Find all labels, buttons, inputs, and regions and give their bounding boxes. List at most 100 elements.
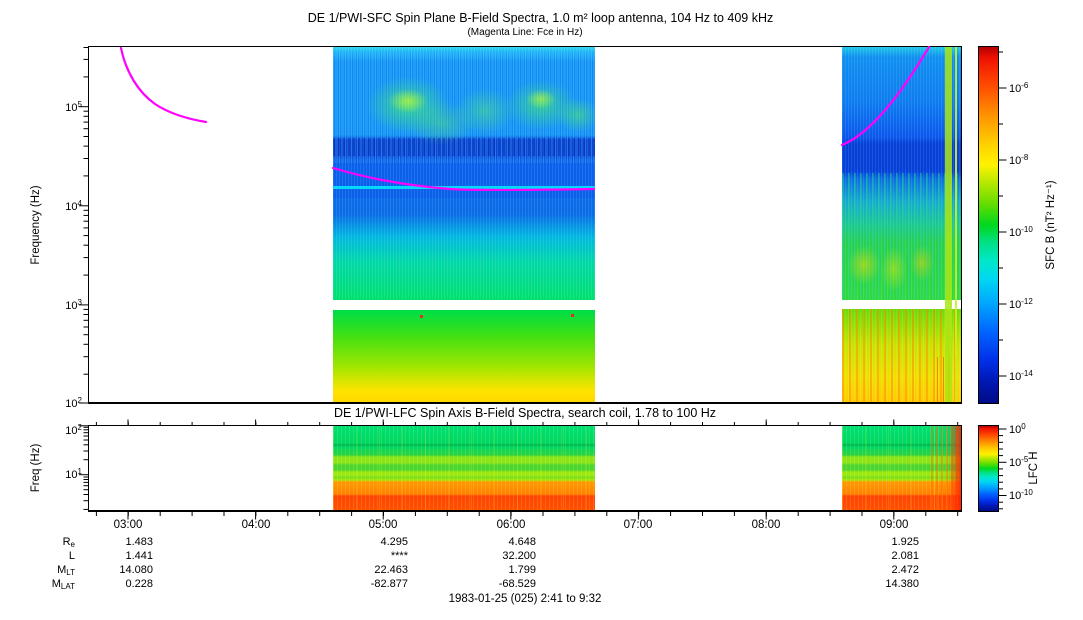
tick-exp: -6 [1021,81,1029,90]
tick-exp: 0 [1021,422,1026,431]
eph-value: 2.472 [891,564,919,576]
eph-value: 1.799 [508,564,536,576]
eph-value: 1.441 [125,550,153,562]
lfc-spectrogram-block-mid [333,426,595,510]
tick-base: 10 [1009,371,1022,383]
sfc-red-fleck [571,314,574,317]
sfc-spectrogram-block-right [842,47,961,402]
lfc-red-end [948,426,961,510]
sfc-cbtick-1e-14: 10-14 [1009,369,1033,383]
lfc-ytick-1e2: 102 [40,423,82,437]
tick-exp: -10 [1021,225,1033,234]
eph-row-label-re: Re [20,536,75,549]
tick-exp: 2 [77,423,82,432]
sfc-subtitle: (Magenta Line: Fce in Hz) [467,27,583,38]
sfc-ytick-1e3: 103 [40,298,82,312]
lfc-panel [88,425,962,512]
sfc-ytick-1e5: 105 [40,100,82,114]
sfc-colorbar [978,46,999,404]
xtick-0500: 05:00 [368,519,398,531]
tick-base: 10 [1009,299,1022,311]
xtick-0600: 06:00 [496,519,526,531]
tick-base: 10 [1009,227,1022,239]
tick-exp: -8 [1021,153,1029,162]
sfc-bright-stripe [945,47,952,402]
tick-base: 10 [1009,83,1022,95]
sfc-colorbar-label: SFC B (nT² Hz⁻¹) [1045,180,1057,270]
tick-base: 10 [1009,155,1022,167]
eph-row-label-l: L [20,550,75,563]
tick-exp: 1 [77,467,82,476]
eph-value: 32.200 [502,550,536,562]
tick-base: 10 [65,398,78,410]
lfc-cbtick-1e0: 100 [1009,422,1026,436]
lfc-cbtick-1e-10: 10-10 [1009,488,1033,502]
tick-exp: 4 [77,199,82,208]
sfc-ytick-1e4: 104 [40,199,82,213]
tick-base: 10 [65,469,78,481]
tick-base: 10 [1009,424,1022,436]
sfc-band-gap [333,300,595,310]
eph-value: 14.080 [119,564,153,576]
tick-exp: 3 [77,298,82,307]
sfc-yellow-patches [842,229,961,299]
tick-exp: -5 [1021,455,1029,464]
sfc-cbtick-1e-8: 10-8 [1009,153,1028,167]
sfc-dark-band-speckle [333,138,595,156]
label-sub: e [70,540,75,549]
label-sub: LAT [60,582,75,591]
label-base: L [68,550,75,562]
eph-value: 2.081 [891,550,919,562]
sfc-bright-stripe-thin [955,47,957,402]
tick-exp: -14 [1021,369,1033,378]
eph-value: 1.925 [891,536,919,548]
lfc-spectrogram-block-right [842,426,961,510]
sfc-red-fleck [420,315,423,318]
eph-value: 1.483 [125,536,153,548]
label-base: M [57,564,67,576]
eph-value: **** [390,550,408,562]
lfc-noise-texture [842,426,961,510]
footer-date-range: 1983-01-25 (025) 2:41 to 9:32 [448,593,602,605]
tick-exp: 5 [77,100,82,109]
label-sub: LT [66,568,75,577]
sfc-noise-texture [333,47,595,299]
eph-row-label-mlt: MLT [20,564,75,577]
sfc-akr-blobs [333,53,595,163]
eph-value: 4.295 [380,536,408,548]
lfc-colorbar-label: LFC H [1028,451,1040,485]
sfc-cbtick-1e-10: 10-10 [1009,225,1033,239]
xtick-0900: 09:00 [879,519,909,531]
sfc-band-gap [842,300,961,309]
xtick-0300: 03:00 [113,519,143,531]
eph-value: 22.463 [374,564,408,576]
tick-base: 10 [1009,490,1022,502]
label-base: R [62,536,71,548]
xtick-0400: 04:00 [241,519,271,531]
tick-base: 10 [65,102,78,114]
sfc-panel [88,46,962,404]
sfc-title: DE 1/PWI-SFC Spin Plane B-Field Spectra,… [307,11,774,25]
sfc-spectrogram-block-mid [333,47,595,402]
tick-base: 10 [65,201,78,213]
label-base: M [51,578,61,590]
eph-value: -82.877 [370,578,408,590]
sfc-cbtick-1e-6: 10-6 [1009,81,1028,95]
sfc-cbtick-1e-12: 10-12 [1009,297,1033,311]
tick-base: 10 [65,425,78,437]
lfc-noise-texture [333,426,595,510]
tick-base: 10 [1009,457,1022,469]
lfc-colorbar [978,425,999,512]
sfc-cyan-emission-line [333,186,595,189]
eph-value: 4.648 [508,536,536,548]
tick-exp: -10 [1021,488,1033,497]
xtick-0800: 08:00 [751,519,781,531]
lfc-title: DE 1/PWI-LFC Spin Axis B-Field Spectra, … [333,406,717,420]
tick-exp: 2 [77,396,82,405]
sfc-ytick-1e2: 102 [40,396,82,410]
xtick-0700: 07:00 [623,519,653,531]
tick-exp: -12 [1021,297,1033,306]
lfc-ytick-1e1: 101 [40,467,82,481]
eph-value: -68.529 [498,578,536,590]
